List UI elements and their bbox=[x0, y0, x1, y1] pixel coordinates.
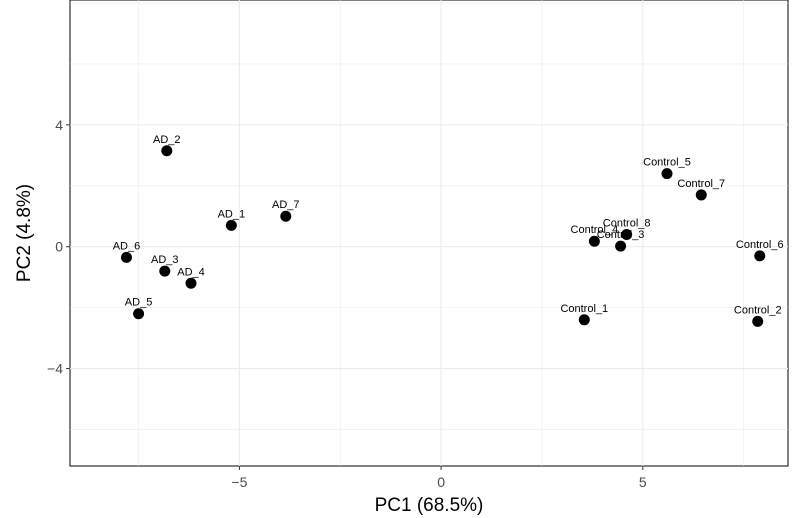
y-tick-label: −4 bbox=[47, 361, 63, 377]
x-tick-label: 5 bbox=[639, 474, 647, 490]
data-point bbox=[159, 265, 171, 277]
data-point bbox=[161, 145, 173, 157]
point-label: AD_3 bbox=[151, 254, 179, 266]
point-label: Control_8 bbox=[603, 218, 651, 230]
point-label: Control_4 bbox=[571, 224, 619, 236]
data-point bbox=[120, 251, 132, 263]
point-label: AD_4 bbox=[177, 266, 205, 278]
plot-panel bbox=[69, 0, 789, 467]
y-tick-label: 4 bbox=[55, 117, 63, 133]
point-label: AD_7 bbox=[272, 199, 300, 211]
x-tick-label: 0 bbox=[437, 474, 445, 490]
y-axis-title: PC2 (4.8%) bbox=[14, 184, 35, 282]
point-label: AD_1 bbox=[218, 208, 246, 220]
major-gridlines bbox=[70, 0, 788, 466]
data-point bbox=[185, 277, 197, 289]
data-point bbox=[695, 189, 707, 201]
point-label: Control_2 bbox=[734, 304, 782, 316]
axis-ticks: −5 0 5 −4 0 4 bbox=[47, 117, 647, 490]
data-point bbox=[752, 315, 764, 327]
data-point bbox=[621, 229, 633, 241]
point-label: AD_6 bbox=[113, 240, 141, 252]
data-point bbox=[578, 314, 590, 326]
data-point bbox=[615, 240, 627, 252]
x-axis-title: PC1 (68.5%) bbox=[375, 495, 484, 516]
point-labels: AD_2 AD_1 AD_7 AD_6 AD_3AD_4 AD_5 Control_5 Con… bbox=[113, 134, 784, 317]
data-point bbox=[280, 210, 292, 222]
minor-gridlines bbox=[70, 0, 788, 466]
data-point bbox=[588, 235, 600, 247]
point-label: AD_5 bbox=[125, 297, 153, 309]
point-label: Control_7 bbox=[677, 178, 725, 190]
x-tick-label: −5 bbox=[231, 474, 247, 490]
point-label: Control_3 bbox=[597, 229, 645, 241]
point-label: Control_6 bbox=[736, 239, 784, 251]
point-label: Control_1 bbox=[560, 303, 608, 315]
point-label: Control_5 bbox=[643, 157, 691, 169]
data-points bbox=[120, 145, 766, 327]
data-point bbox=[133, 308, 145, 320]
data-point bbox=[754, 250, 766, 262]
y-tick-label: 0 bbox=[55, 239, 63, 255]
data-point bbox=[225, 219, 237, 231]
point-label: AD_2 bbox=[153, 134, 181, 146]
data-point bbox=[661, 168, 673, 180]
